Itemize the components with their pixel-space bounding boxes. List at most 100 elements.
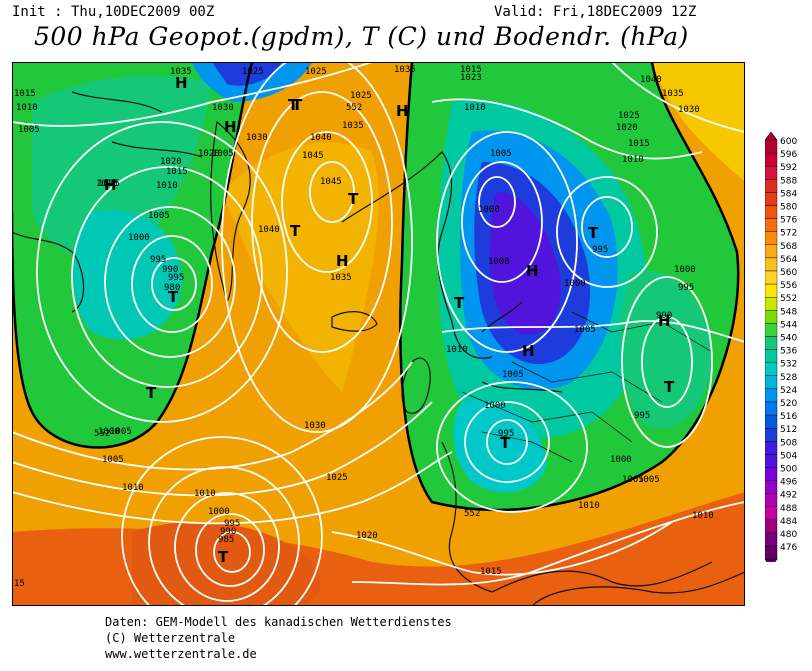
init-time: Init : Thu,10DEC2009 00Z [12,4,215,20]
pressure-center: T [146,384,157,402]
pressure-label: 1045 [302,151,324,161]
pressure-label: 1025 [326,473,348,483]
isobar-south-1 [331,521,673,576]
pressure-label: 995 [498,429,514,439]
legend-swatch [765,244,778,259]
legend-swatch [765,519,778,534]
legend-swatch [765,493,778,508]
pressure-center: H [396,102,409,120]
legend-swatch [765,310,778,324]
legend-tick-label: 476 [780,543,797,553]
legend-tick-label: 540 [780,334,797,344]
legend-swatch [765,166,778,180]
isobars [12,62,745,606]
isobar-north-west [12,62,373,127]
legend-tick-label: 528 [780,373,797,383]
legend-tick-label: 600 [780,137,797,147]
pressure-label: 1010 [622,155,644,165]
contour-label-552: 552 [464,509,480,519]
field-west-cyan [73,210,182,340]
pressure-label: 1000 [488,257,510,267]
pressure-label: 1023 [460,73,482,83]
pressure-label: 990 [220,527,236,537]
pressure-label: 1035 [330,273,352,283]
pressure-label: 1005 [102,455,124,465]
pressure-label: 1015 [628,139,650,149]
legend-swatch [765,152,778,167]
pressure-label: 1020 [198,149,220,159]
legend-tick-label: 592 [780,163,797,173]
legend-tick-label: 524 [780,386,797,396]
isobar-low-sw-1 [213,531,251,573]
pressure-label: 995 [224,519,240,529]
pressure-label: 990 [656,311,672,321]
pressure-label: 1030 [212,103,234,113]
legend-tick-label: 588 [780,176,797,186]
legend-swatch [765,454,778,468]
isobar-low-balkan-1 [486,419,528,465]
legend-swatch [765,414,778,429]
pressure-center-layer: H H H T H T T H H T T T H H T T T T T [104,74,675,566]
pressure-label: 1015 [460,65,482,75]
field-east-side-teal [619,270,712,429]
legend-tick-label: 584 [780,189,797,199]
isobar-low-west-4 [71,166,263,388]
pressure-label: 995 [678,283,694,293]
legend-tick-label: 564 [780,255,797,265]
pressure-center: H [224,118,237,136]
pressure-label: 1035 [170,67,192,77]
pressure-label: 1025 [350,91,372,101]
isobar-atlantic-2 [12,401,433,497]
footer-website: www.wetterzentrale.de [105,647,257,661]
legend-swatch [765,205,778,219]
isobar-high-greenland-4 [221,62,413,433]
pressure-label: 1015 [14,89,36,99]
color-legend: 600 596 592 588 584 580 576 572 568 564 560 556 552 5… [765,132,797,562]
legend-swatch [765,467,778,481]
pressure-label: 1045 [320,177,342,187]
pressure-label: 1000 [98,427,120,437]
isobar-low-west-5 [36,121,288,423]
pressure-center: H [175,74,188,92]
pressure-label: 1010 [16,103,38,113]
coast-canada-west [12,231,85,313]
isobar-south-2 [351,501,745,586]
pressure-center: T [218,548,229,566]
pressure-label: 980 [164,283,180,293]
pressure-center: H [104,176,117,194]
pressure-label: 1035 [342,121,364,131]
isobar-europe-front [441,320,745,343]
legend-tick-label: 512 [780,425,797,435]
isobar-low-russia-2 [556,176,658,288]
contour-552-east [399,62,740,512]
legend-tick-label: 548 [780,307,797,317]
legend-swatch [765,441,778,455]
legend-tick-label: 508 [780,438,797,448]
legend-swatch [765,179,778,193]
pressure-label: 1005 [212,149,234,159]
legend-tick-label: 520 [780,399,797,409]
pressure-label: 1005 [110,427,132,437]
map-frame [12,62,745,606]
legend-swatch [765,283,778,298]
pressure-label: 1010 [692,511,714,521]
field-north-darkblue [212,62,282,86]
isobar-low-scandinavia-1 [478,176,516,228]
pressure-label: 1015 [98,179,120,189]
coast-africa [531,571,745,606]
pressure-center: H [658,312,671,330]
legend-tick-label: 492 [780,491,797,501]
legend-tick-label: 572 [780,229,797,239]
isobar-east-edge [611,62,745,133]
isobar-low-scandinavia-2 [461,161,543,283]
pressure-label: 1000 [478,205,500,215]
isobar-low-sw-2 [195,513,265,587]
pressure-label: 1020 [356,531,378,541]
legend-tick-label: 596 [780,150,797,160]
contour-label-552: 552 [94,429,110,439]
legend-swatch [765,532,778,547]
coast-britain [401,357,431,414]
isobar-low-west-2 [131,235,213,333]
pressure-label: 1025 [242,67,264,77]
pressure-center: T [292,96,303,114]
